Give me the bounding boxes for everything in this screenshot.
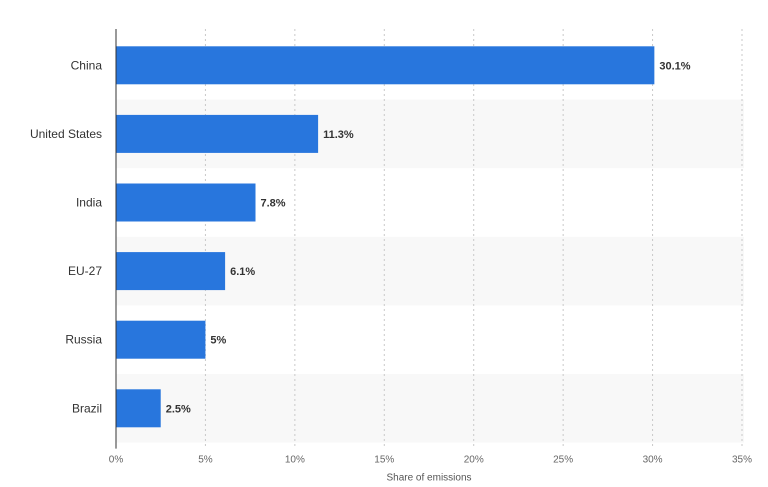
- x-tick-label: 25%: [553, 455, 573, 466]
- bar-united-states[interactable]: [116, 114, 319, 153]
- row-bands: [116, 99, 744, 443]
- bar-eu-27[interactable]: [116, 252, 226, 291]
- data-label: 7.8%: [261, 198, 286, 210]
- data-label: 2.5%: [166, 403, 191, 415]
- category-label: United States: [30, 127, 102, 141]
- category-label: China: [71, 58, 103, 72]
- row-band: [116, 374, 744, 443]
- x-tick-label: 5%: [198, 455, 213, 466]
- category-label: EU-27: [68, 264, 102, 278]
- x-tick-label: 30%: [643, 455, 663, 466]
- category-label: India: [76, 196, 102, 210]
- x-tick-label: 10%: [285, 455, 305, 466]
- data-label: 5%: [210, 335, 226, 347]
- x-tick-labels: 0% 5% 10% 15% 20% 25% 30% 35%: [109, 455, 752, 466]
- data-label: 11.3%: [323, 129, 354, 141]
- data-label: 6.1%: [230, 266, 255, 278]
- x-tick-label: 0%: [109, 455, 124, 466]
- category-label: Brazil: [72, 401, 102, 415]
- x-axis-title: Share of emissions: [386, 473, 471, 484]
- x-tick-label: 20%: [464, 455, 484, 466]
- bars: [116, 46, 655, 428]
- bar-russia[interactable]: [116, 320, 206, 359]
- x-tick-label: 35%: [732, 455, 752, 466]
- category-label: Russia: [65, 333, 102, 347]
- x-tick-label: 15%: [374, 455, 394, 466]
- data-label: 30.1%: [659, 60, 690, 72]
- data-labels: 30.1% 11.3% 7.8% 6.1% 5% 2.5%: [166, 60, 691, 415]
- bar-brazil[interactable]: [116, 389, 161, 428]
- bar-india[interactable]: [116, 183, 256, 222]
- category-labels: China United States India EU-27 Russia Brazil: [30, 58, 102, 415]
- bar-china[interactable]: [116, 46, 655, 85]
